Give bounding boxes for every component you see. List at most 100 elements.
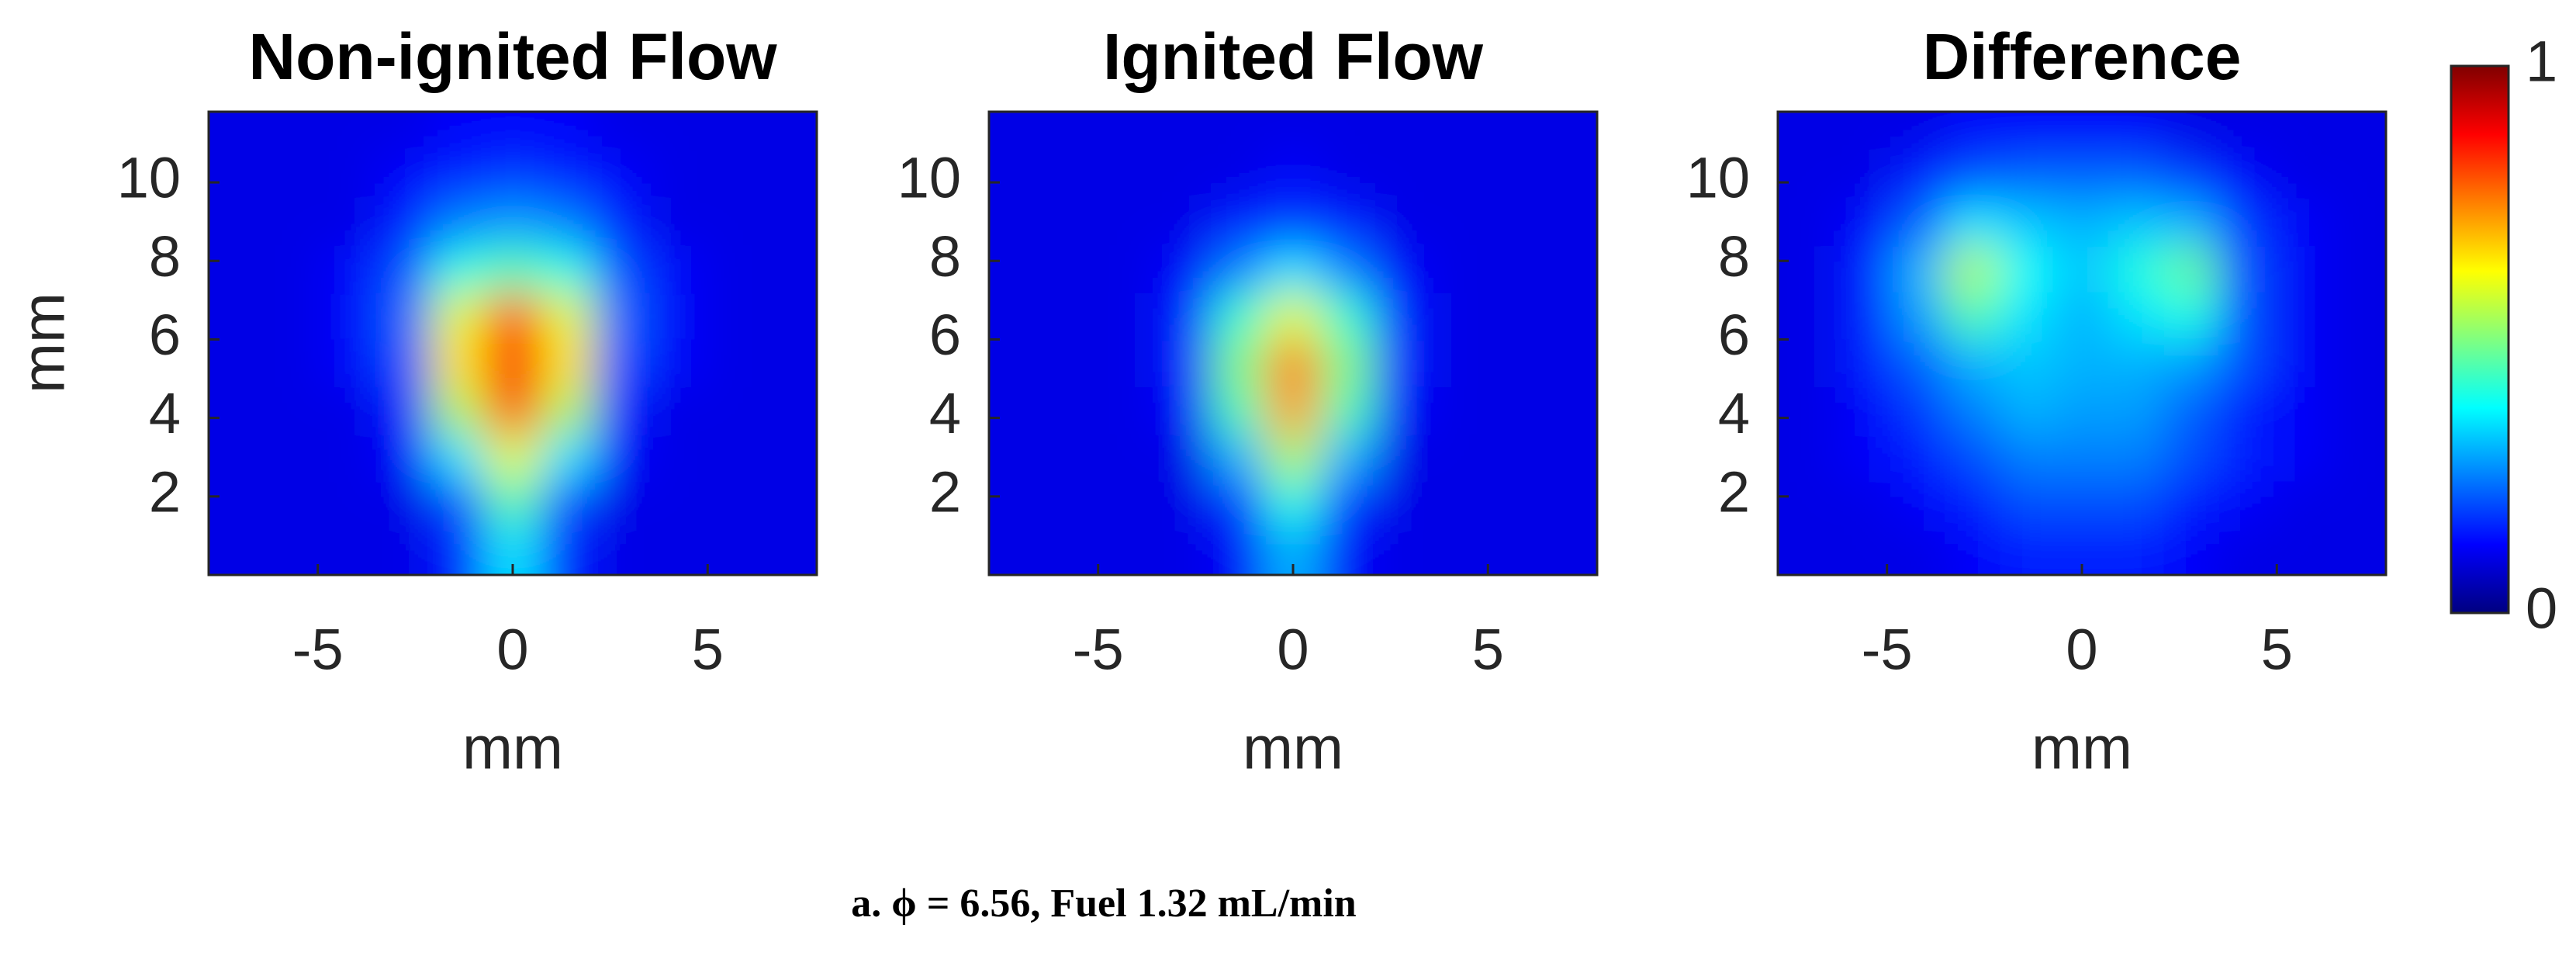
heatmap-cell <box>1157 480 1212 529</box>
heatmap-cell <box>2273 528 2329 575</box>
heatmap-cell <box>1101 480 1158 529</box>
heatmap-cell <box>2109 339 2165 388</box>
heatmap-cell <box>376 480 432 529</box>
heatmap-cell <box>209 292 268 341</box>
caption: a. ϕ = 6.56, Fuel 1.32 mL/min <box>851 881 1357 926</box>
heatmap-cell <box>989 245 1049 293</box>
heatmap-cell <box>704 292 759 341</box>
heatmap-cell <box>1047 480 1103 529</box>
heatmap-cell <box>2327 433 2386 482</box>
heatmap-cell <box>1538 198 1597 247</box>
heatmap-cell <box>1047 198 1103 247</box>
y-tick-label: 2 <box>149 459 181 524</box>
heatmap-cell <box>1320 339 1376 388</box>
heatmap-cell <box>1538 292 1597 341</box>
heatmap-cell <box>1945 386 2001 434</box>
heatmap-cell <box>2218 433 2274 482</box>
heatmap-cell <box>2000 386 2056 434</box>
heatmap-cell <box>321 528 378 575</box>
heatmap-cell <box>2054 339 2111 388</box>
heatmap-cell <box>1047 112 1103 152</box>
heatmap-cell <box>2000 433 2056 482</box>
heatmap-cell <box>1101 112 1158 152</box>
heatmap-cell <box>485 112 541 152</box>
heatmap-cell <box>1778 245 1838 293</box>
heatmap-cell <box>2163 339 2219 388</box>
y-tick-label: 10 <box>897 146 961 210</box>
colorbar <box>2450 64 2510 615</box>
heatmap-cell <box>1157 528 1212 575</box>
heatmap-cell <box>1101 151 1158 199</box>
heatmap-cell <box>2054 151 2111 199</box>
heatmap-cell <box>1484 198 1540 247</box>
heatmap-cell <box>704 112 759 152</box>
heatmap-cell <box>485 433 541 482</box>
heatmap-cell <box>2218 198 2274 247</box>
heatmap-cell <box>2163 292 2219 341</box>
heatmap-cell <box>1538 339 1597 388</box>
heatmap-cell <box>1836 433 1892 482</box>
heatmap-cell <box>989 292 1049 341</box>
y-tick-label: 4 <box>1718 381 1750 445</box>
heatmap-cell <box>594 112 650 152</box>
heatmap-cell <box>1429 433 1485 482</box>
y-tick-label: 4 <box>149 381 181 445</box>
heatmap-cell <box>1101 528 1158 575</box>
heatmap-cell <box>209 528 268 575</box>
heatmap-cell <box>594 339 650 388</box>
heatmap-cell <box>1265 386 1322 434</box>
heatmap-cell <box>1047 528 1103 575</box>
heatmap-cell <box>1047 386 1103 434</box>
heatmap-cell <box>1836 528 1892 575</box>
panel-title: Difference <box>1923 20 2242 93</box>
heatmap-cell <box>594 433 650 482</box>
heatmap-cell <box>1265 198 1322 247</box>
heatmap-cell <box>321 480 378 529</box>
heatmap-cell <box>2109 292 2165 341</box>
heatmap-cell <box>1890 433 1947 482</box>
heatmap-cell <box>704 245 759 293</box>
heatmap-cell <box>2327 151 2386 199</box>
heatmap-cell <box>376 292 432 341</box>
x-axis-label: mm <box>1243 714 1343 782</box>
x-tick-label: 0 <box>2066 618 2097 682</box>
heatmap-cell <box>648 339 705 388</box>
heatmap-cell <box>1320 386 1376 434</box>
heatmap-cell <box>594 198 650 247</box>
heatmap-cell <box>321 112 378 152</box>
heatmap <box>209 112 817 575</box>
heatmap-cell <box>1157 292 1212 341</box>
heatmap-cell <box>485 386 541 434</box>
heatmap-cell <box>1157 339 1212 388</box>
heatmap-cell <box>2163 528 2219 575</box>
y-tick-label: 6 <box>149 303 181 367</box>
heatmap-cell <box>594 292 650 341</box>
heatmap-cell <box>267 339 323 388</box>
heatmap-cell <box>430 198 486 247</box>
panel-title: Ignited Flow <box>1103 20 1484 93</box>
heatmap-cell <box>1945 198 2001 247</box>
heatmap-cell <box>1429 480 1485 529</box>
heatmap-cell <box>1211 480 1267 529</box>
heatmap-cell <box>2054 198 2111 247</box>
heatmap-cell <box>758 112 817 152</box>
heatmap-cell <box>1211 151 1267 199</box>
heatmap-cell <box>1211 292 1267 341</box>
heatmap-cell <box>1374 528 1430 575</box>
y-tick-label: 6 <box>1718 303 1750 367</box>
heatmap-cell <box>540 339 596 388</box>
heatmap-cell <box>485 245 541 293</box>
heatmap-cell <box>1265 292 1322 341</box>
y-axis-label: mm <box>9 293 78 393</box>
y-tick-label: 8 <box>149 224 181 289</box>
colorbar-tick-label: 1 <box>2526 29 2557 94</box>
heatmap-cell <box>2109 245 2165 293</box>
heatmap-cell <box>2218 528 2274 575</box>
heatmap-cell <box>2273 433 2329 482</box>
heatmap-cell <box>1157 112 1212 152</box>
heatmap-cell <box>2327 292 2386 341</box>
heatmap-cell <box>704 386 759 434</box>
heatmap-cell <box>1538 433 1597 482</box>
heatmap-cell <box>1484 151 1540 199</box>
y-tick-label: 4 <box>929 381 961 445</box>
